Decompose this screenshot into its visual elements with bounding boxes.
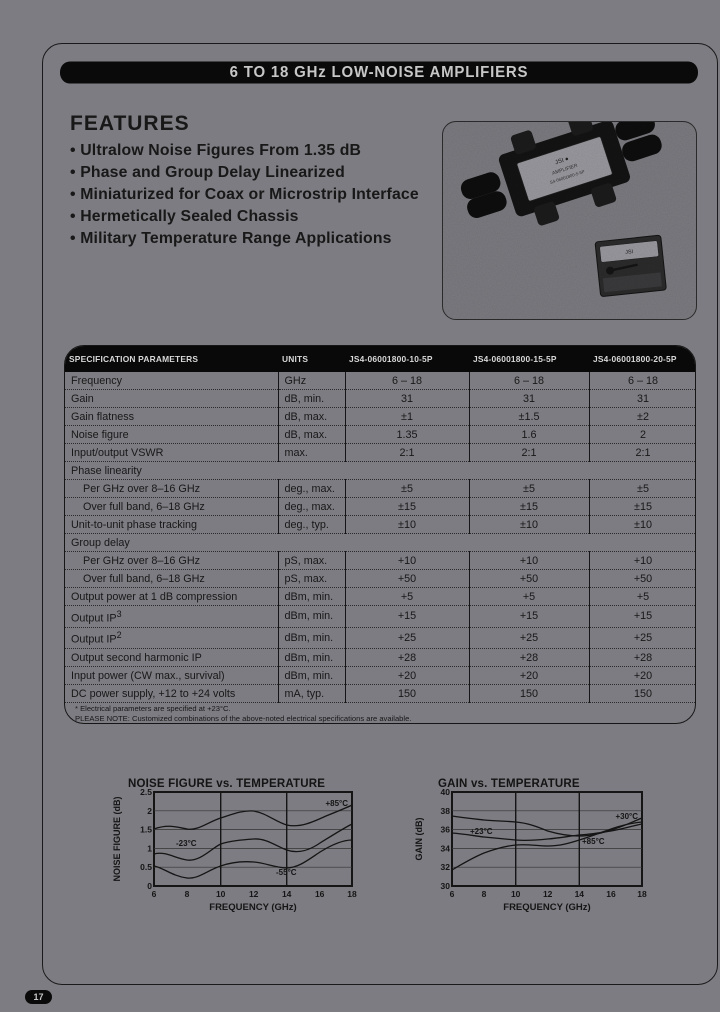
svg-text:FREQUENCY (GHz): FREQUENCY (GHz) [503,902,590,913]
svg-text:GAIN (dB): GAIN (dB) [414,818,424,861]
svg-text:+23°C: +23°C [470,827,493,836]
svg-text:16: 16 [606,889,616,899]
svg-text:+85°C: +85°C [325,799,348,808]
svg-text:8: 8 [482,889,487,899]
svg-text:+85°C: +85°C [582,837,605,846]
svg-text:34: 34 [441,843,451,853]
svg-text:0.5: 0.5 [140,862,152,872]
svg-text:14: 14 [282,889,292,899]
svg-text:36: 36 [441,825,451,835]
svg-text:10: 10 [216,889,226,899]
svg-text:18: 18 [637,889,647,899]
svg-text:12: 12 [249,889,259,899]
svg-text:32: 32 [441,862,451,872]
svg-text:14: 14 [575,889,585,899]
svg-text:2: 2 [147,806,152,816]
svg-text:6: 6 [450,889,455,899]
svg-text:+30°C: +30°C [615,812,638,821]
svg-text:16: 16 [315,889,325,899]
svg-text:38: 38 [441,806,451,816]
svg-text:1.5: 1.5 [140,825,152,835]
svg-text:-55°C: -55°C [276,868,297,877]
svg-text:6: 6 [152,889,157,899]
svg-text:FREQUENCY (GHz): FREQUENCY (GHz) [209,902,296,913]
svg-text:8: 8 [185,889,190,899]
svg-text:-23°C: -23°C [176,839,197,848]
svg-text:NOISE FIGURE (dB): NOISE FIGURE (dB) [112,796,122,881]
svg-text:10: 10 [511,889,521,899]
svg-text:1: 1 [147,843,152,853]
svg-text:12: 12 [543,889,553,899]
svg-text:18: 18 [347,889,357,899]
